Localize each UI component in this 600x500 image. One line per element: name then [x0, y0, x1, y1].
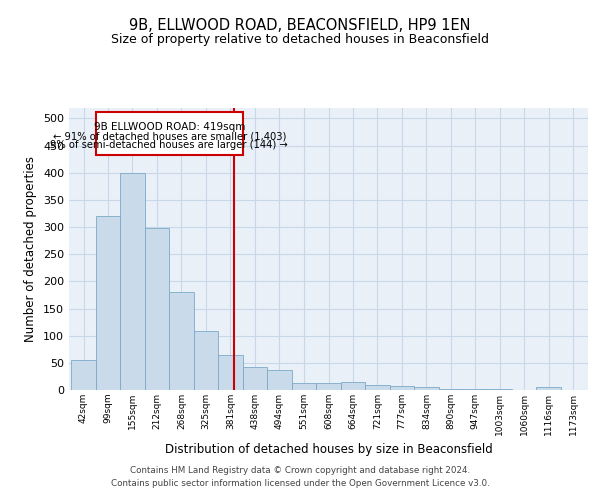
- Bar: [365, 384, 389, 390]
- Bar: [536, 386, 561, 390]
- Bar: [169, 292, 194, 390]
- Bar: [439, 389, 463, 390]
- Y-axis label: Number of detached properties: Number of detached properties: [25, 156, 37, 342]
- Bar: [292, 384, 316, 390]
- Text: Size of property relative to detached houses in Beaconsfield: Size of property relative to detached ho…: [111, 32, 489, 46]
- Bar: [120, 172, 145, 390]
- Text: 9B ELLWOOD ROAD: 419sqm: 9B ELLWOOD ROAD: 419sqm: [94, 122, 245, 132]
- Bar: [145, 228, 169, 390]
- Bar: [414, 388, 439, 390]
- Bar: [316, 384, 341, 390]
- Bar: [267, 370, 292, 390]
- FancyBboxPatch shape: [96, 112, 243, 156]
- Text: ← 91% of detached houses are smaller (1,403): ← 91% of detached houses are smaller (1,…: [53, 132, 286, 141]
- Bar: [389, 386, 414, 390]
- Text: 9B, ELLWOOD ROAD, BEACONSFIELD, HP9 1EN: 9B, ELLWOOD ROAD, BEACONSFIELD, HP9 1EN: [129, 18, 471, 32]
- Text: Contains HM Land Registry data © Crown copyright and database right 2024.
Contai: Contains HM Land Registry data © Crown c…: [110, 466, 490, 487]
- Bar: [194, 332, 218, 390]
- Bar: [341, 382, 365, 390]
- Bar: [243, 367, 267, 390]
- Text: 9% of semi-detached houses are larger (144) →: 9% of semi-detached houses are larger (1…: [50, 140, 288, 150]
- Bar: [96, 216, 120, 390]
- X-axis label: Distribution of detached houses by size in Beaconsfield: Distribution of detached houses by size …: [164, 443, 493, 456]
- Bar: [218, 354, 243, 390]
- Bar: [71, 360, 96, 390]
